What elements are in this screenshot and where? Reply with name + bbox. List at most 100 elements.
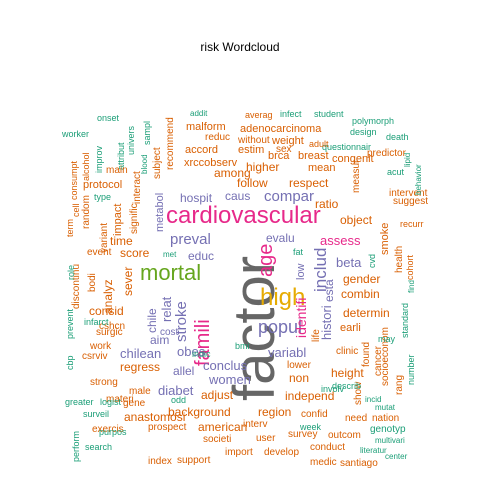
word-health: health [394, 245, 405, 273]
word-exercis: exercis [92, 424, 124, 435]
word-malform: malform [186, 121, 226, 133]
word-interact: interact [132, 171, 143, 204]
word-adenocarcinoma: adenocarcinoma [240, 123, 322, 135]
word-adjust: adjust [201, 388, 234, 402]
word-polymorph: polymorph [352, 116, 395, 126]
word-life: life [311, 329, 322, 342]
word-diabet: diabet [158, 383, 194, 398]
word-search: search [85, 442, 113, 452]
word-number: number [406, 354, 416, 385]
word-sever: sever [121, 266, 135, 296]
word-cohort: cohort [405, 254, 415, 280]
word-odd: odd [171, 395, 187, 405]
word-allel: allel [173, 364, 195, 378]
word-hospit: hospit [180, 191, 213, 205]
word-without: without [238, 135, 270, 146]
word-univers: univers [126, 125, 136, 155]
word-may: may [378, 334, 396, 344]
word-variant: variant [99, 222, 110, 253]
word-non: non [289, 371, 310, 385]
word-among: among [214, 166, 251, 180]
word-nation: nation [372, 413, 400, 424]
word-literatur: literatur [360, 446, 387, 455]
word-score: score [120, 246, 150, 260]
word-support: support [177, 455, 211, 466]
word-cell: cell [71, 203, 81, 217]
word-educ: educ [188, 249, 215, 263]
word-prospect: prospect [148, 422, 187, 433]
word-xrccobserv: xrccobserv [184, 157, 238, 169]
word-infect: infect [280, 109, 302, 119]
word-surveil: surveil [83, 409, 110, 419]
word-design: design [350, 127, 377, 137]
word-improv: improv [94, 145, 104, 173]
word-higher: higher [246, 160, 280, 174]
word-height: height [331, 366, 364, 380]
word-medic: medic [310, 457, 337, 468]
word-role: role [66, 264, 76, 280]
word-determin: determin [343, 306, 390, 320]
word-recurr: recurr [400, 219, 424, 229]
word-impact: impact [112, 203, 124, 237]
word-sampl: sampl [142, 120, 152, 145]
word-outcom: outcom [328, 430, 361, 441]
word-recommend: recommend [165, 116, 176, 170]
word-aim: aim [150, 333, 170, 347]
word-object: object [340, 213, 373, 227]
word-assess: assess [320, 233, 361, 248]
word-week: week [300, 422, 322, 432]
word-center: center [385, 452, 408, 461]
word-high: high [260, 284, 306, 311]
word-mutat: mutat [375, 403, 396, 412]
word-user: user [256, 433, 276, 444]
word-congenit: congenit [332, 153, 374, 165]
word-evalu: evalu [266, 231, 295, 245]
word-region: region [258, 405, 292, 419]
word-work: work [90, 341, 112, 352]
word-worker: worker [62, 129, 90, 139]
word-esta: esta [322, 279, 336, 303]
word-materi: materi [106, 394, 134, 405]
word-variabl: variabl [268, 345, 307, 360]
word-surgic: surgic [96, 327, 123, 338]
word-protocol: protocol [83, 179, 123, 191]
word-sex: sex [276, 144, 292, 155]
word-signific: signific [129, 203, 140, 234]
word-metabol: metabol [154, 193, 166, 233]
word-prevent: prevent [65, 308, 75, 339]
word-adult: adult [309, 139, 329, 149]
word-respect: respect [289, 176, 329, 190]
word-found: found [361, 341, 372, 367]
word-earli: earli [340, 322, 361, 334]
word-develop: develop [264, 447, 300, 458]
word-subject: subject [152, 146, 163, 179]
word-lower: lower [287, 360, 311, 371]
word-cbp: cbp [65, 355, 75, 370]
word-cardiovascular: cardiovascular [166, 202, 321, 229]
word-survey: survey [288, 429, 318, 440]
word-consumpt: consumpt [69, 160, 79, 200]
word-find: find [407, 279, 416, 293]
word-identifi: identifi [293, 297, 309, 338]
word-mortal: mortal [140, 260, 202, 285]
word-random: random [81, 195, 92, 229]
word-consid: consid [89, 304, 124, 318]
word-type: type [94, 192, 112, 202]
word-low: low [295, 263, 307, 281]
word-event: event [87, 247, 112, 258]
word-interv: interv [243, 419, 268, 430]
word-chile: chile [145, 308, 159, 333]
word-questionnair: questionnair [322, 142, 372, 152]
word-met: met [163, 250, 177, 259]
word-compar: compar [264, 188, 315, 205]
word-term: term [65, 218, 75, 237]
word-standard: standard [400, 302, 410, 338]
word-gene: gene [123, 398, 146, 409]
word-behavior: behavior [414, 164, 423, 196]
word-ratio: ratio [315, 197, 339, 211]
word-rang: rang [394, 374, 405, 395]
word-conclus: conclus [203, 358, 248, 373]
word-clinic: clinic [336, 346, 359, 357]
word-relat: relat [159, 296, 174, 322]
word-student: student [314, 109, 344, 119]
